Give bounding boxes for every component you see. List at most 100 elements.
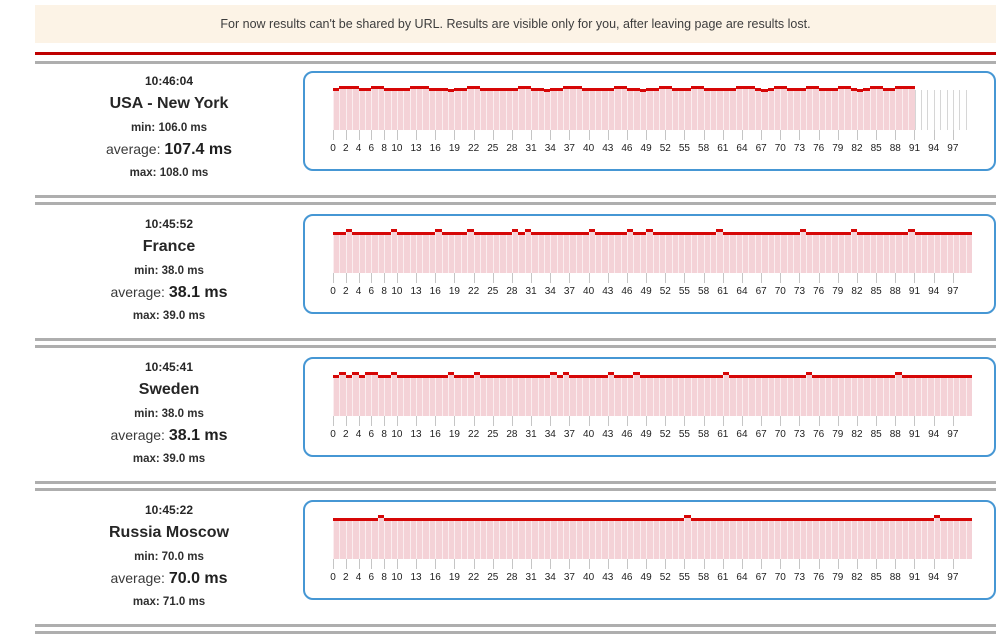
ping-bar-fill: [556, 87, 564, 130]
ping-bar-fill: [569, 375, 576, 416]
ping-bar-fill: [652, 87, 659, 130]
ping-bar: [780, 374, 787, 416]
ping-bar: [735, 231, 742, 273]
ping-bar-fill: [652, 232, 659, 273]
ping-bar: [710, 231, 717, 273]
ping-bar-fill: [454, 375, 461, 416]
ping-bar: [409, 86, 417, 130]
ping-bar-fill: [678, 375, 685, 416]
x-tick-label: 82: [851, 143, 863, 154]
ping-bar: [908, 374, 915, 416]
ping-bar-fill: [697, 375, 704, 416]
result-max: max: 39.0 ms: [35, 453, 303, 465]
ping-bar: [524, 229, 532, 273]
ping-slot-pending: [946, 88, 953, 130]
ping-bar: [518, 231, 525, 273]
ping-bar-fill: [857, 518, 864, 559]
x-tick-label: 49: [640, 143, 652, 154]
ping-bar: [448, 231, 455, 273]
separator-line: [35, 202, 996, 205]
ping-bar-fill: [352, 518, 359, 559]
result-max: max: 108.0 ms: [35, 167, 303, 179]
ping-bar-fill: [703, 232, 711, 273]
ping-bar-fill: [780, 375, 787, 416]
x-tick-label: 61: [717, 143, 729, 154]
ping-bar-fill: [850, 518, 858, 559]
ping-bar: [531, 231, 538, 273]
ping-bar-fill: [633, 372, 640, 416]
ping-bar-fill: [831, 518, 838, 559]
x-tick-label: 61: [717, 429, 729, 440]
ping-bar: [499, 374, 506, 416]
ping-bar: [531, 517, 538, 559]
ping-bar-fill: [339, 372, 346, 416]
ping-bar: [441, 374, 449, 416]
result-info: 10:46:04 USA - New York min: 106.0 ms av…: [35, 71, 303, 179]
ping-bar: [435, 517, 442, 559]
ping-bar: [620, 231, 627, 273]
ping-bar-fill: [626, 229, 634, 273]
ping-bar-fill: [748, 375, 755, 416]
row-separator: [35, 336, 996, 350]
ping-bar-fill: [940, 232, 947, 273]
ping-bar-fill: [441, 232, 449, 273]
ping-bar: [946, 374, 953, 416]
ping-bar-fill: [805, 86, 813, 130]
ping-bar-fill: [486, 518, 493, 559]
ping-bar-fill: [492, 518, 500, 559]
ping-bar-fill: [409, 232, 417, 273]
separator-line: [35, 195, 996, 198]
ping-bar: [965, 374, 973, 416]
ping-bar: [620, 517, 627, 559]
x-tick-label: 40: [583, 286, 595, 297]
ping-bar-fill: [793, 375, 800, 416]
average-label: average:: [106, 141, 161, 157]
ping-bar-fill: [761, 232, 768, 273]
ping-bar: [710, 517, 717, 559]
x-tick-label: 4: [355, 572, 362, 583]
ping-bar: [684, 515, 691, 559]
ping-bar: [786, 231, 794, 273]
ping-bar: [345, 86, 353, 130]
ping-bar: [754, 517, 762, 559]
ping-bar: [882, 517, 889, 559]
ping-bar: [908, 229, 915, 273]
ping-bar-fill: [614, 375, 621, 416]
x-tick-label: 79: [832, 572, 844, 583]
ping-bar-fill: [511, 518, 519, 559]
ping-bar: [492, 87, 500, 130]
ping-bar: [601, 374, 608, 416]
ping-bar: [639, 231, 647, 273]
ping-bar-fill: [339, 232, 346, 273]
x-tick-label: 22: [468, 143, 480, 154]
ping-bar: [588, 374, 596, 416]
x-tick-label: 94: [928, 429, 940, 440]
ping-bar-fill: [543, 375, 551, 416]
ping-bar-fill: [601, 232, 608, 273]
result-min: min: 38.0 ms: [35, 408, 303, 420]
x-tick-label: 67: [755, 143, 767, 154]
ping-bar: [857, 517, 864, 559]
ping-bar-fill: [927, 375, 934, 416]
ping-bar-fill: [678, 87, 685, 130]
ping-bar: [479, 517, 487, 559]
ping-bar-fill: [805, 518, 813, 559]
ping-bar: [863, 517, 870, 559]
ping-bar: [767, 87, 774, 130]
ping-bar: [543, 517, 551, 559]
ping-bar-fill: [786, 87, 794, 130]
ping-bar-fill: [371, 518, 378, 559]
pending-slot-line: [927, 90, 929, 130]
ping-bar: [384, 517, 391, 559]
ping-bar-fill: [748, 232, 755, 273]
ping-bar-fill: [837, 86, 845, 130]
ping-bar: [518, 86, 525, 130]
ping-bar: [352, 86, 359, 130]
ping-bar-fill: [786, 518, 794, 559]
x-tick-label: 37: [563, 143, 575, 154]
x-tick-label: 64: [736, 429, 748, 440]
ping-bar: [678, 374, 685, 416]
ping-bar-fill: [614, 518, 621, 559]
notice-banner: For now results can't be shared by URL. …: [35, 5, 996, 43]
ping-bar: [786, 517, 794, 559]
